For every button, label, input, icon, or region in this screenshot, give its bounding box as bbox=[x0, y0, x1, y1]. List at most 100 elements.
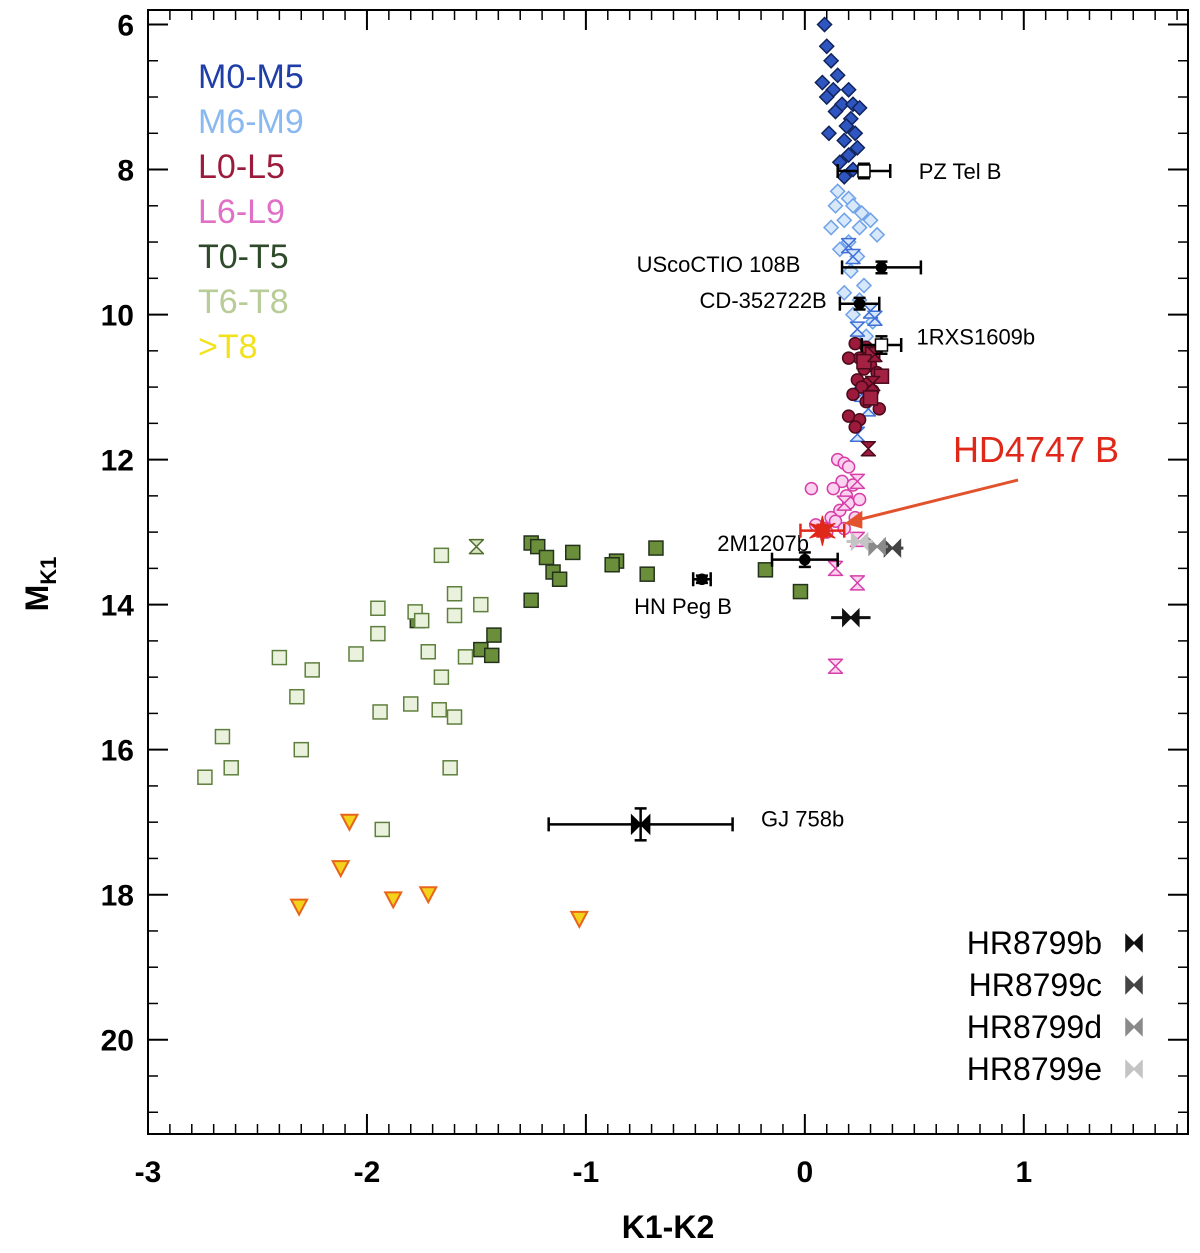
data-point bbox=[849, 473, 866, 490]
hd4747b-marker bbox=[809, 515, 836, 546]
x-tick-label: -2 bbox=[354, 1156, 381, 1189]
data-point bbox=[197, 769, 213, 785]
data-point bbox=[289, 898, 309, 917]
y-tick-label: 12 bbox=[101, 445, 134, 478]
y-tick-label: 6 bbox=[117, 10, 134, 43]
data-point bbox=[370, 600, 386, 617]
legend: M0-M5 M6-M9 L0-L5 L6-L9 T0-T5 T6-T8 >T8 bbox=[198, 58, 304, 366]
object-marker bbox=[853, 297, 866, 310]
data-point bbox=[565, 544, 581, 561]
data-point bbox=[418, 886, 438, 905]
y-axis-title-sub: K1 bbox=[36, 557, 61, 585]
data-point bbox=[862, 390, 879, 406]
legend-entry: T6-T8 bbox=[198, 283, 289, 321]
data-point bbox=[845, 248, 861, 265]
data-point bbox=[820, 125, 837, 142]
data-point bbox=[836, 212, 853, 229]
data-point bbox=[331, 860, 351, 879]
data-point bbox=[869, 226, 886, 243]
data-point bbox=[852, 492, 867, 507]
data-point bbox=[402, 696, 419, 712]
data-point bbox=[836, 132, 853, 149]
data-point bbox=[804, 481, 819, 496]
labeled-object: 1RXS1609b bbox=[860, 324, 1035, 355]
x-tick-label: 1 bbox=[1015, 1156, 1032, 1189]
object-label: CD-352722B bbox=[700, 288, 827, 313]
data-point bbox=[826, 481, 841, 496]
data-point bbox=[293, 741, 310, 758]
labeled-objects: PZ Tel B UScoCTIO 108B CD-352722B 1RXS1609b… bbox=[547, 159, 1035, 842]
legend-entry: M6-M9 bbox=[198, 103, 304, 141]
hr-legend-marker bbox=[1125, 933, 1143, 953]
data-point bbox=[864, 375, 881, 392]
y-tick-label: 16 bbox=[101, 735, 134, 768]
object-marker bbox=[696, 573, 708, 586]
data-point bbox=[374, 821, 391, 838]
hr-legend-label: HR8799b bbox=[967, 925, 1102, 961]
data-point bbox=[639, 566, 655, 582]
data-point bbox=[446, 709, 463, 725]
data-point bbox=[862, 212, 879, 229]
svg-text:MK1: MK1 bbox=[19, 557, 61, 612]
data-point bbox=[348, 646, 364, 662]
data-point bbox=[841, 460, 856, 474]
data-point bbox=[468, 538, 485, 555]
hr-legend-marker bbox=[1125, 1017, 1143, 1037]
y-axis-title-main: M bbox=[19, 585, 55, 612]
data-point bbox=[818, 38, 835, 55]
labeled-object: HN Peg B bbox=[634, 572, 732, 619]
hr8799-point bbox=[846, 531, 873, 552]
data-point bbox=[569, 910, 589, 930]
data-point bbox=[836, 168, 853, 185]
legend-entry: T0-T5 bbox=[198, 238, 289, 276]
hr-legend-label: HR8799d bbox=[967, 1009, 1102, 1045]
data-point bbox=[551, 571, 568, 588]
hr-legend-label: HR8799c bbox=[969, 967, 1102, 1003]
data-point bbox=[442, 760, 458, 776]
labeled-object: PZ Tel B bbox=[836, 159, 1002, 184]
data-point bbox=[792, 583, 809, 600]
data-point bbox=[836, 284, 853, 301]
hr-marker bbox=[842, 607, 860, 628]
data-point bbox=[849, 321, 866, 337]
data-point bbox=[473, 596, 489, 613]
hd4747b-label: HD4747 B bbox=[953, 429, 1119, 470]
data-point bbox=[223, 760, 239, 776]
x-tick-label: 0 bbox=[796, 1156, 813, 1189]
data-point bbox=[431, 702, 447, 718]
data-point bbox=[827, 103, 844, 120]
data-point bbox=[838, 117, 855, 135]
data-point bbox=[433, 669, 450, 685]
y-tick-label: 14 bbox=[101, 590, 135, 623]
object-marker bbox=[875, 261, 888, 274]
hr-legend-marker bbox=[1125, 1059, 1143, 1079]
data-point bbox=[823, 219, 840, 236]
hd4747b-arrow-line bbox=[853, 478, 1019, 523]
hr-marker bbox=[850, 531, 869, 552]
labeled-object: GJ 758b bbox=[547, 807, 844, 842]
data-point bbox=[370, 625, 386, 642]
data-point bbox=[827, 197, 844, 214]
object-label: HN Peg B bbox=[634, 594, 732, 619]
data-point bbox=[844, 197, 862, 214]
data-point bbox=[853, 204, 870, 222]
data-point bbox=[829, 67, 846, 84]
data-point bbox=[816, 16, 833, 33]
data-point bbox=[847, 125, 864, 142]
data-point bbox=[413, 612, 430, 629]
data-point bbox=[867, 310, 883, 326]
data-point bbox=[872, 402, 887, 416]
object-marker bbox=[799, 553, 811, 566]
data-point bbox=[823, 52, 840, 69]
hr-marker bbox=[868, 536, 886, 557]
data-point bbox=[860, 440, 877, 457]
data-point bbox=[486, 627, 502, 643]
data-point bbox=[483, 647, 500, 664]
data-point bbox=[648, 540, 664, 556]
data-point bbox=[846, 387, 860, 402]
object-label: PZ Tel B bbox=[919, 159, 1002, 184]
y-tick-label: 20 bbox=[101, 1025, 134, 1058]
x-tick-label: -3 bbox=[135, 1156, 162, 1189]
legend-entry: >T8 bbox=[198, 328, 258, 366]
